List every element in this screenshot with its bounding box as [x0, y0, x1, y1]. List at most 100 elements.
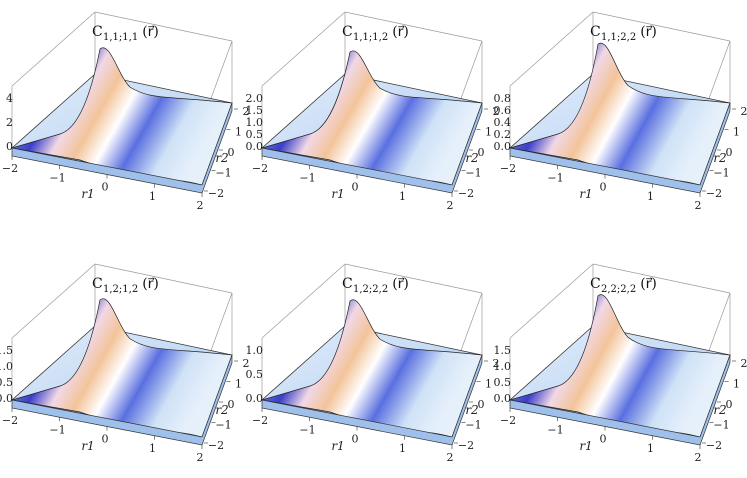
box-edge [509, 263, 594, 339]
box-edge [94, 11, 233, 42]
x-tick-label: 0 [600, 433, 607, 446]
y-axis-label: r2 [713, 151, 726, 165]
title-main: C [342, 24, 353, 40]
z-tick-label: 0.0 [0, 392, 13, 405]
z-tick-label: 0.5 [246, 128, 264, 141]
title-subscript: 1,1;1,1 [103, 32, 138, 43]
box-edge [261, 263, 346, 339]
y-axis-label: r2 [713, 403, 726, 417]
y-tick-label: 0 [228, 146, 235, 159]
title-subscript: 1,1;1,2 [353, 32, 388, 43]
y-tick-label: 1 [733, 126, 740, 139]
x-tick-label: 1 [399, 442, 406, 455]
z-tick-label: 0.2 [494, 128, 512, 141]
z-tick-label: 0.5 [494, 376, 512, 389]
y-tick-label: 2 [741, 357, 747, 370]
x-tick-label: 0 [102, 433, 109, 446]
title-arg: (r⃗) [142, 276, 159, 292]
y-tick-label: 1 [485, 126, 492, 139]
z-tick-label: 2.0 [246, 92, 264, 105]
box-edge [592, 263, 731, 294]
y-tick-label: 2 [741, 105, 747, 118]
title-main: C [590, 276, 601, 292]
x-tick-label: 1 [149, 190, 156, 203]
y-tick-label: 2 [493, 105, 500, 118]
x-axis-label: r1 [331, 187, 344, 201]
box-edge [344, 11, 483, 42]
title-arg: (r⃗) [392, 24, 409, 40]
title-subscript: 2,2;2,2 [601, 284, 636, 295]
z-tick-label: 0.0 [246, 392, 264, 405]
x-tick-label: −2 [500, 414, 516, 427]
z-tick-label: 0.4 [494, 116, 512, 129]
x-tick-label: 2 [197, 199, 204, 212]
y-tick-label: −1 [465, 419, 481, 432]
z-tick-label: 4 [6, 92, 13, 105]
z-tick-label: 0 [6, 140, 13, 153]
box-edge [11, 11, 96, 87]
x-tick-label: 2 [447, 199, 454, 212]
y-tick-label: 2 [493, 357, 500, 370]
x-tick-label: −1 [299, 171, 315, 184]
x-tick-label: 2 [447, 451, 454, 464]
y-axis-label: r2 [215, 403, 228, 417]
z-tick-label: 0.0 [494, 392, 512, 405]
title-arg: (r⃗) [640, 276, 657, 292]
y-tick-label: −2 [458, 439, 474, 452]
x-tick-label: 1 [647, 190, 654, 203]
panel-title: C 1,1;1,2 (r⃗) [342, 24, 409, 43]
y-tick-label: −1 [465, 167, 481, 180]
x-tick-label: 1 [647, 442, 654, 455]
panel-title: C 1,1;1,1 (r⃗) [92, 24, 159, 43]
x-tick-label: 1 [149, 442, 156, 455]
y-tick-label: −2 [706, 187, 722, 200]
z-tick-label: 1.5 [494, 344, 512, 357]
title-arg: (r⃗) [640, 24, 657, 40]
x-tick-label: 2 [695, 451, 702, 464]
surface-panel: C1,2;1,2(r⃗)0.00.51.01.5−2−1012r1−2−1012… [0, 263, 250, 464]
x-tick-label: 1 [399, 190, 406, 203]
z-tick-label: 1.5 [0, 344, 13, 357]
x-axis-label: r1 [81, 187, 94, 201]
y-axis-label: r2 [465, 403, 478, 417]
panel-title: C 1,2;1,2 (r⃗) [92, 276, 159, 295]
x-tick-label: −2 [2, 414, 18, 427]
z-tick-label: 1.0 [246, 116, 264, 129]
y-tick-label: 1 [235, 378, 242, 391]
title-subscript: 1,2;1,2 [103, 284, 138, 295]
y-axis-label: r2 [215, 151, 228, 165]
x-axis-label: r1 [579, 439, 592, 453]
x-tick-label: −1 [299, 423, 315, 436]
title-arg: (r⃗) [142, 24, 159, 40]
y-tick-label: −1 [713, 419, 729, 432]
box-edge [94, 263, 233, 294]
title-main: C [92, 24, 103, 40]
x-axis-label: r1 [579, 187, 592, 201]
box-edge [509, 11, 594, 87]
panel-title: C 1,2;2,2 (r⃗) [342, 276, 409, 295]
panel-title: C 1,1;2,2 (r⃗) [590, 24, 657, 43]
x-tick-label: 0 [352, 433, 359, 446]
title-arg: (r⃗) [392, 276, 409, 292]
z-tick-label: 0.5 [0, 376, 13, 389]
x-tick-label: 2 [197, 451, 204, 464]
y-tick-label: 1 [485, 378, 492, 391]
z-tick-label: 1.0 [0, 360, 13, 373]
x-tick-label: −1 [49, 423, 65, 436]
title-subscript: 1,1;2,2 [601, 32, 636, 43]
z-tick-label: 1.0 [494, 360, 512, 373]
z-tick-label: 1.0 [246, 344, 264, 357]
z-tick-label: 0.8 [494, 92, 512, 105]
surface-ridge [509, 42, 731, 186]
title-main: C [92, 276, 103, 292]
x-tick-label: −2 [252, 414, 268, 427]
y-axis-label: r2 [465, 151, 478, 165]
y-tick-label: −1 [215, 167, 231, 180]
box-edge [344, 263, 483, 294]
y-tick-label: −1 [713, 167, 729, 180]
x-tick-label: −2 [2, 162, 18, 175]
